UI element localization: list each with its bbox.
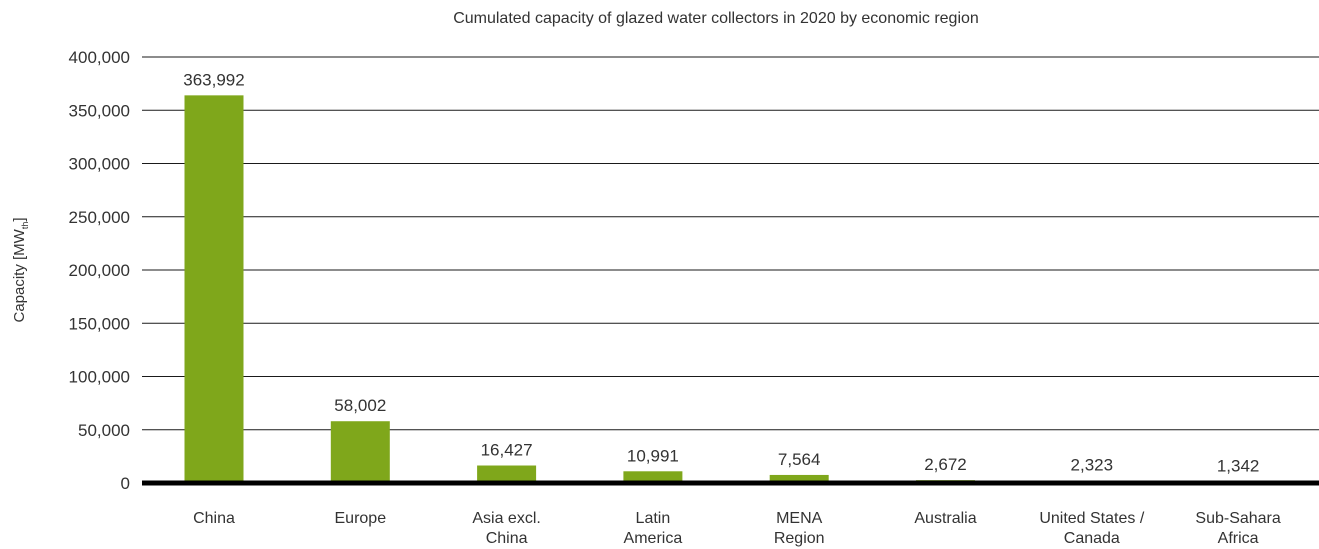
y-axis-label-subscript: th (20, 222, 30, 230)
x-tick-label: Sub-Sahara Africa (1195, 510, 1280, 547)
x-tick-label: Latin America (624, 510, 683, 547)
y-tick-label: 350,000 (69, 101, 130, 120)
y-axis-label-text: Capacity [MW (11, 228, 28, 322)
x-axis-categories: China Europe Asia excl. China Latin America ME… (193, 510, 1281, 547)
data-label: 363,992 (183, 70, 244, 89)
x-tick-label: Australia (914, 510, 976, 527)
x-tick-label: United States / Canada (1039, 510, 1145, 547)
data-label: 58,002 (334, 396, 386, 415)
data-label: 10,991 (627, 446, 679, 465)
y-tick-label: 100,000 (69, 368, 130, 387)
x-tick-label: Asia excl. China (472, 510, 540, 547)
bar (623, 471, 683, 483)
chart-title: Cumulated capacity of glazed water colle… (453, 10, 979, 27)
data-label: 1,342 (1217, 457, 1260, 476)
x-tick-label: China (193, 510, 235, 527)
bar (769, 474, 829, 483)
data-labels: 363,992 58,002 16,427 10,991 7,564 2,672 2,323… (183, 70, 1259, 475)
bar (330, 421, 390, 483)
gridlines (142, 56, 1319, 431)
y-tick-label: 400,000 (69, 48, 130, 67)
y-tick-label: 300,000 (69, 155, 130, 174)
data-label: 2,672 (924, 455, 967, 474)
y-axis-label: Capacity [MWth] (11, 217, 30, 322)
y-tick-label: 50,000 (78, 421, 130, 440)
data-label: 7,564 (778, 450, 821, 469)
y-tick-label: 200,000 (69, 261, 130, 280)
bars (184, 95, 1268, 484)
y-tick-label: 0 (121, 474, 130, 493)
data-label: 16,427 (481, 441, 533, 460)
x-tick-label: Europe (335, 510, 387, 527)
bar (477, 465, 537, 483)
y-axis-ticks: 0 50,000 100,000 150,000 200,000 250,000 300,0… (69, 48, 130, 493)
data-label: 2,323 (1071, 456, 1114, 475)
bar (184, 95, 244, 484)
y-axis-label-suffix: ] (11, 217, 28, 221)
y-tick-label: 250,000 (69, 208, 130, 227)
x-tick-label: MENA Region (774, 510, 825, 547)
y-tick-label: 150,000 (69, 314, 130, 333)
